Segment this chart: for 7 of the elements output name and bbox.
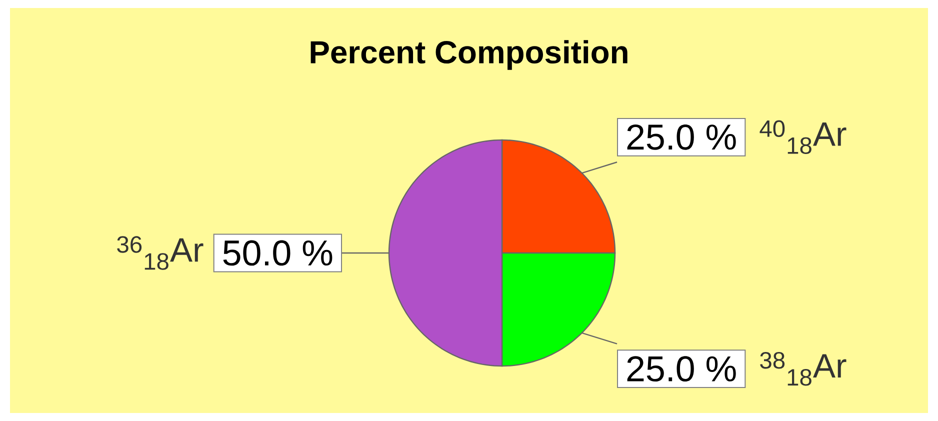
slice-label: 38$_{18}$Ar [760, 352, 846, 386]
slice-label: 40$_{18}$Ar [760, 120, 846, 154]
data-label: 25.0 % [627, 124, 736, 150]
data-label: 50.0 % [223, 240, 332, 266]
chart-title: Percent Composition [310, 40, 628, 70]
slice-label: 36$_{18}$Ar [117, 236, 204, 270]
data-label: 25.0 % [627, 356, 736, 382]
